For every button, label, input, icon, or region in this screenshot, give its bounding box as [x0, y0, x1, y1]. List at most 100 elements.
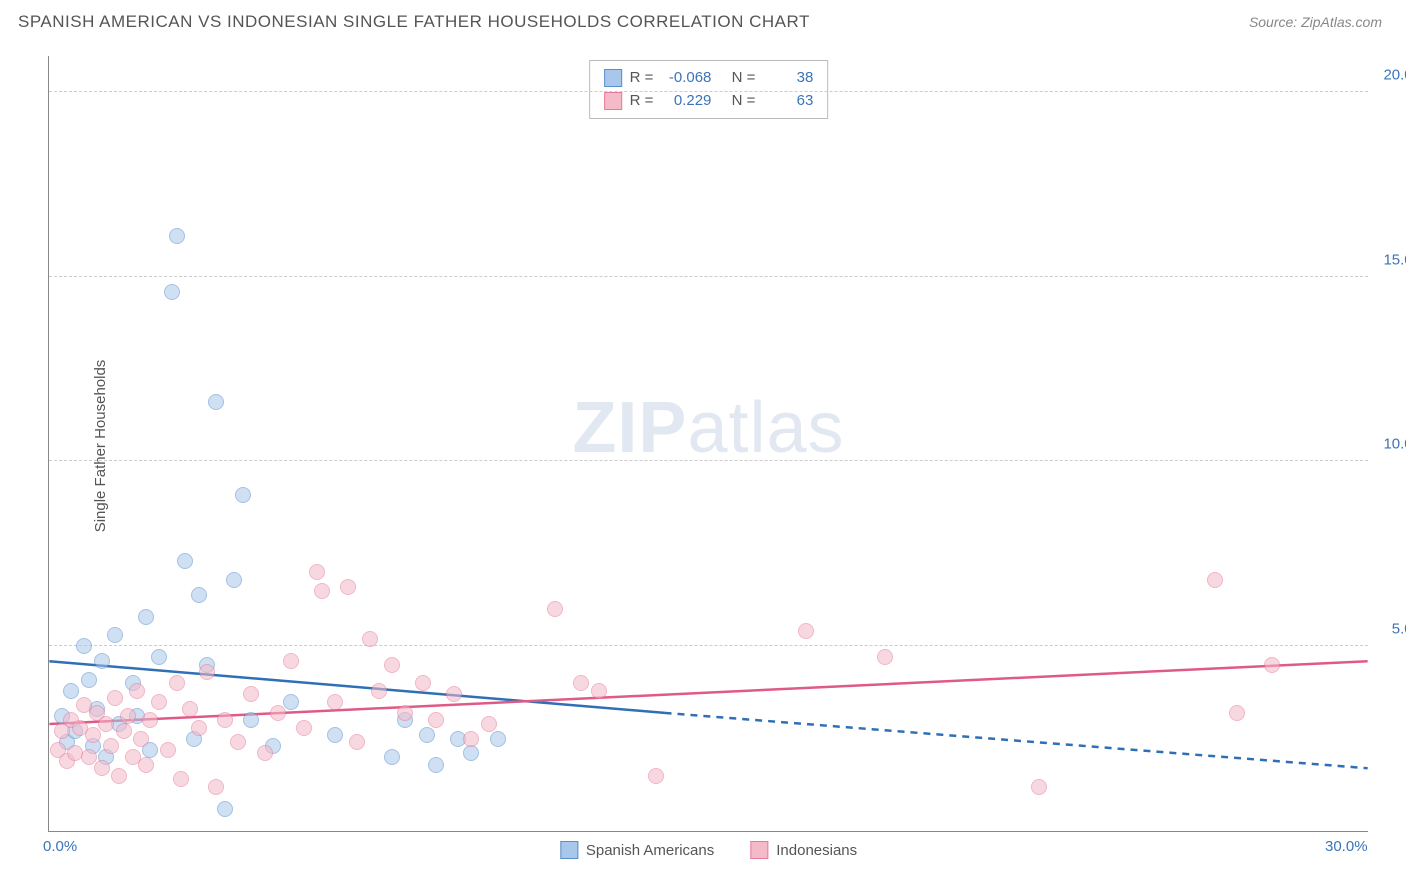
data-point: [107, 690, 123, 706]
data-point: [362, 631, 378, 647]
data-point: [107, 627, 123, 643]
data-point: [182, 701, 198, 717]
data-point: [327, 694, 343, 710]
data-point: [208, 394, 224, 410]
correlation-legend: R = -0.068 N = 38 R = 0.229 N = 63: [589, 60, 829, 119]
data-point: [384, 657, 400, 673]
data-point: [133, 731, 149, 747]
y-tick-label: 10.0%: [1383, 436, 1406, 453]
chart-header: SPANISH AMERICAN VS INDONESIAN SINGLE FA…: [0, 0, 1406, 44]
data-point: [349, 734, 365, 750]
data-point: [98, 716, 114, 732]
data-point: [243, 712, 259, 728]
gridline: [49, 91, 1368, 92]
data-point: [397, 705, 413, 721]
data-point: [208, 779, 224, 795]
data-point: [138, 609, 154, 625]
source-credit: Source: ZipAtlas.com: [1249, 14, 1382, 30]
data-point: [314, 583, 330, 599]
y-tick-label: 5.0%: [1392, 621, 1406, 638]
data-point: [415, 675, 431, 691]
x-tick-label: 30.0%: [1325, 838, 1368, 855]
legend-row-indonesian: R = 0.229 N = 63: [604, 90, 814, 113]
data-point: [573, 675, 589, 691]
gridline: [49, 460, 1368, 461]
data-point: [1229, 705, 1245, 721]
data-point: [371, 683, 387, 699]
chart-title: SPANISH AMERICAN VS INDONESIAN SINGLE FA…: [18, 12, 810, 32]
data-point: [94, 760, 110, 776]
gridline: [49, 645, 1368, 646]
data-point: [235, 487, 251, 503]
data-point: [1207, 572, 1223, 588]
r-value-indonesian: 0.229: [661, 90, 711, 113]
data-point: [76, 638, 92, 654]
data-point: [63, 683, 79, 699]
swatch-indonesian: [750, 841, 768, 859]
data-point: [85, 727, 101, 743]
gridline: [49, 276, 1368, 277]
data-point: [94, 653, 110, 669]
data-point: [591, 683, 607, 699]
swatch-spanish: [604, 69, 622, 87]
data-point: [463, 745, 479, 761]
data-point: [309, 564, 325, 580]
data-point: [160, 742, 176, 758]
legend-row-spanish: R = -0.068 N = 38: [604, 67, 814, 90]
data-point: [81, 672, 97, 688]
data-point: [103, 738, 119, 754]
data-point: [283, 694, 299, 710]
data-point: [798, 623, 814, 639]
data-point: [243, 686, 259, 702]
data-point: [257, 745, 273, 761]
data-point: [547, 601, 563, 617]
data-point: [199, 664, 215, 680]
data-point: [120, 708, 136, 724]
data-point: [296, 720, 312, 736]
data-point: [169, 228, 185, 244]
watermark: ZIPatlas: [572, 387, 844, 469]
n-value-indonesian: 63: [763, 90, 813, 113]
data-point: [463, 731, 479, 747]
data-point: [446, 686, 462, 702]
data-point: [384, 749, 400, 765]
data-point: [877, 649, 893, 665]
data-point: [327, 727, 343, 743]
swatch-indonesian: [604, 92, 622, 110]
data-point: [428, 712, 444, 728]
data-point: [217, 712, 233, 728]
data-point: [129, 683, 145, 699]
data-point: [116, 723, 132, 739]
data-point: [111, 768, 127, 784]
data-point: [151, 649, 167, 665]
data-point: [481, 716, 497, 732]
x-tick-label: 0.0%: [43, 838, 77, 855]
data-point: [270, 705, 286, 721]
y-tick-label: 15.0%: [1383, 251, 1406, 268]
r-value-spanish: -0.068: [661, 67, 711, 90]
data-point: [151, 694, 167, 710]
data-point: [177, 553, 193, 569]
data-point: [490, 731, 506, 747]
n-value-spanish: 38: [763, 67, 813, 90]
legend-item-spanish: Spanish Americans: [560, 841, 714, 859]
data-point: [648, 768, 664, 784]
scatter-chart: ZIPatlas R = -0.068 N = 38 R = 0.229 N =…: [48, 56, 1368, 832]
data-point: [173, 771, 189, 787]
data-point: [1031, 779, 1047, 795]
data-point: [419, 727, 435, 743]
y-tick-label: 20.0%: [1383, 66, 1406, 83]
data-point: [191, 720, 207, 736]
data-point: [340, 579, 356, 595]
data-point: [226, 572, 242, 588]
data-point: [169, 675, 185, 691]
data-point: [191, 587, 207, 603]
data-point: [1264, 657, 1280, 673]
data-point: [138, 757, 154, 773]
data-point: [428, 757, 444, 773]
data-point: [142, 712, 158, 728]
legend-item-indonesian: Indonesians: [750, 841, 857, 859]
swatch-spanish: [560, 841, 578, 859]
data-point: [283, 653, 299, 669]
data-point: [217, 801, 233, 817]
